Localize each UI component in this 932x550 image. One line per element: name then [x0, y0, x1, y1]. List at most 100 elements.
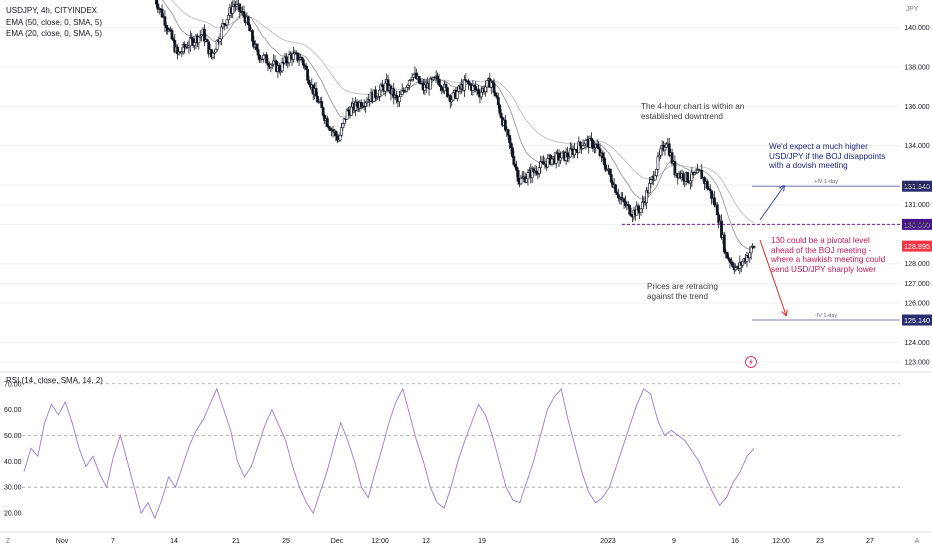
- candle-body: [255, 44, 259, 50]
- price-tick-label: 124.000: [904, 340, 929, 347]
- candle-body: [503, 119, 507, 131]
- candle-body: [560, 152, 564, 159]
- candle-body: [663, 147, 667, 151]
- candle-body: [338, 134, 342, 141]
- ema50-legend: EMA (50, close, 0, SMA, 5): [6, 18, 103, 27]
- candle-body: [193, 42, 196, 46]
- price-label-box: [902, 218, 932, 230]
- x-tick-label: 23: [816, 538, 824, 545]
- lightning-icon[interactable]: [745, 356, 757, 368]
- candle-body: [537, 167, 541, 174]
- rsi-tick-label: 40.00: [4, 459, 22, 466]
- candle-body: [218, 38, 222, 42]
- candle-body: [659, 148, 663, 156]
- ema20-legend: EMA (20, close, 0, SMA, 5): [6, 29, 103, 38]
- x-tick-label: 16: [731, 538, 739, 545]
- candle-body: [602, 157, 606, 166]
- candle-body: [197, 36, 201, 44]
- candle-body: [398, 96, 401, 103]
- annotation-retracing: Prices are retracing against the trend: [647, 282, 718, 301]
- price-levels: +IV 1-day 131.940 130.000 128.895 -IV 1-day 1…: [622, 179, 932, 326]
- candle-body: [614, 184, 617, 193]
- price-tick-label: 140.000: [904, 25, 929, 32]
- candle-body: [715, 204, 719, 216]
- candle-body: [535, 170, 538, 174]
- candle-body: [444, 83, 448, 89]
- candle-body: [440, 86, 444, 91]
- candle-body: [689, 180, 692, 184]
- price-tick-label: 128.000: [904, 261, 929, 268]
- candle-body: [436, 75, 439, 80]
- candle-body: [211, 53, 215, 58]
- candle-body: [383, 82, 387, 92]
- annotation-downtrend: The 4-hour chart is within an establishe…: [641, 102, 745, 121]
- candle-body: [334, 130, 338, 137]
- candle-body: [608, 168, 612, 175]
- candle-body: [554, 152, 558, 164]
- candle-body: [316, 95, 319, 103]
- candle-body: [219, 26, 223, 40]
- candle-body: [581, 145, 585, 149]
- candles: [155, 0, 756, 275]
- x-tick-label: 7: [111, 538, 115, 545]
- price-label-text: 130.000: [904, 220, 930, 229]
- candle-body: [670, 152, 674, 164]
- currency-label: JPY: [906, 6, 919, 13]
- price-tick-label: 138.000: [904, 64, 929, 71]
- candle-body: [314, 88, 318, 97]
- candle-body: [648, 183, 651, 194]
- candle-body: [584, 139, 588, 145]
- candle-body: [499, 112, 503, 119]
- candle-body: [287, 53, 291, 63]
- price-label-text: 125.140: [904, 316, 930, 325]
- candle-body: [609, 174, 613, 183]
- candle-body: [506, 129, 510, 136]
- candle-body: [512, 156, 516, 165]
- arrow-up: [759, 186, 784, 221]
- candle-body: [550, 158, 554, 165]
- candle-body: [601, 152, 605, 158]
- candle-body: [222, 22, 226, 25]
- candle-body: [492, 82, 496, 94]
- candle-body: [325, 118, 329, 127]
- x-tick-label: 9: [672, 538, 676, 545]
- x-tick-label: 2023: [600, 538, 616, 545]
- candle-body: [526, 172, 530, 180]
- annotation-arrows: [759, 186, 786, 315]
- candle-body: [349, 106, 353, 116]
- candle-body: [578, 141, 582, 146]
- candle-body: [464, 79, 468, 82]
- annotation-pivotal: 130 could be a pivotal level ahead of th…: [771, 236, 886, 274]
- candle-body: [406, 85, 410, 88]
- candle-body: [591, 140, 595, 149]
- candle-body: [405, 87, 408, 92]
- candle-body: [748, 252, 752, 259]
- candle-body: [477, 89, 480, 95]
- candle-body: [628, 204, 632, 215]
- candle-body: [515, 166, 519, 171]
- candle-body: [485, 80, 489, 88]
- candle-body: [494, 92, 497, 96]
- candle-body: [251, 30, 254, 42]
- level-note: -IV 1-day: [815, 313, 838, 319]
- candle-body: [248, 24, 252, 32]
- x-tick-label: 14: [170, 538, 178, 545]
- candle-body: [212, 51, 216, 54]
- candle-body: [640, 201, 644, 210]
- price-tick-label: 130.000: [904, 222, 929, 229]
- price-label-box: [902, 314, 932, 326]
- candle-body: [673, 161, 677, 176]
- candle-body: [277, 65, 281, 72]
- candle-body: [225, 19, 229, 26]
- candle-body: [725, 251, 729, 259]
- arrow-down: [759, 239, 786, 315]
- price-label-text: 131.940: [904, 182, 930, 191]
- candle-body: [636, 205, 640, 211]
- candle-body: [728, 258, 732, 263]
- candle-body: [227, 15, 230, 20]
- candle-body: [300, 57, 304, 60]
- grid-lines: [0, 27, 932, 373]
- candle-body: [164, 25, 168, 29]
- candle-body: [649, 179, 653, 184]
